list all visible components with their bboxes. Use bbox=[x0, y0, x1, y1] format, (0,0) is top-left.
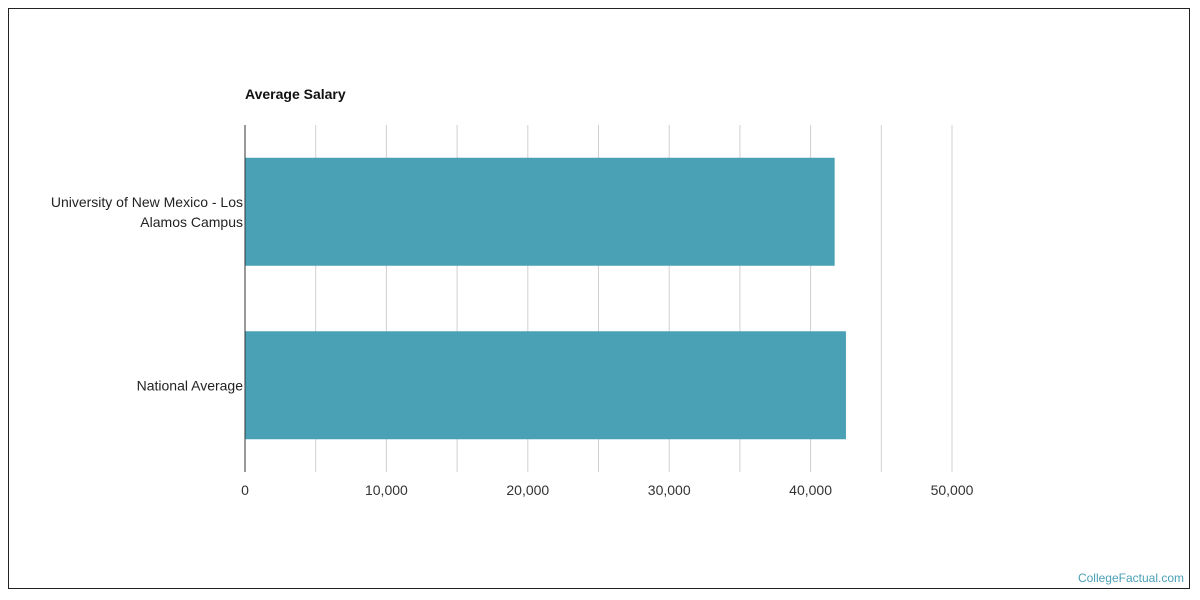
tick-label: 30,000 bbox=[648, 482, 691, 498]
category-label-line: National Average bbox=[137, 377, 244, 393]
category-label: National Average bbox=[137, 377, 244, 393]
tick-label: 0 bbox=[241, 482, 249, 498]
category-label-line: University of New Mexico - Los bbox=[51, 194, 243, 210]
tick-label: 10,000 bbox=[365, 482, 408, 498]
chart-title: Average Salary bbox=[245, 86, 346, 102]
category-label: University of New Mexico - Los Alamos Cam… bbox=[51, 194, 243, 230]
bar bbox=[245, 331, 846, 440]
bars bbox=[245, 157, 846, 440]
tick-label: 20,000 bbox=[506, 482, 549, 498]
tick-label: 40,000 bbox=[789, 482, 832, 498]
tick-label: 50,000 bbox=[931, 482, 974, 498]
category-labels: University of New Mexico - Los Alamos Cam… bbox=[51, 194, 243, 394]
category-label-line: Alamos Campus bbox=[140, 214, 243, 230]
tick-labels: 0 10,000 20,000 30,000 40,000 50,000 bbox=[241, 482, 974, 498]
bar bbox=[245, 157, 835, 266]
watermark-link[interactable]: CollegeFactual.com bbox=[1077, 571, 1184, 585]
